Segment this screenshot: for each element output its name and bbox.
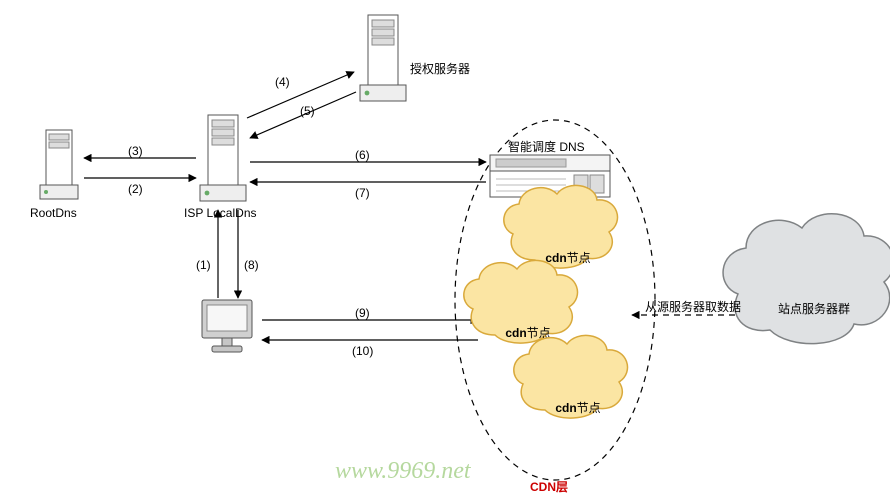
cdn-node-cloud-2: cdn节点 <box>464 260 578 343</box>
rootdns-server <box>40 130 78 199</box>
edge-label-e4: (4) <box>275 75 290 89</box>
svg-text:cdn节点: cdn节点 <box>555 401 600 415</box>
origin-server-cloud <box>723 214 890 344</box>
rootdns-label: RootDns <box>30 206 77 220</box>
client-computer <box>202 300 252 352</box>
isp-localdns-label: ISP LocalDns <box>184 206 257 220</box>
edge-label-efetch: 从源服务器取数据 <box>645 298 741 315</box>
edge-label-e8: (8) <box>244 258 259 272</box>
auth-server <box>360 15 406 101</box>
cdn-layer-label: CDN层 <box>530 478 568 495</box>
edge-label-e1: (1) <box>196 258 211 272</box>
cdn-node-cloud-3: cdn节点 <box>514 335 628 418</box>
cdn-node-cloud-1: cdn节点 <box>504 185 618 268</box>
svg-text:cdn节点: cdn节点 <box>545 251 590 265</box>
watermark-text: www.9969.net <box>335 458 471 485</box>
auth-server-label: 授权服务器 <box>410 60 470 77</box>
edge-label-e3: (3) <box>128 144 143 158</box>
edge-label-e9: (9) <box>355 306 370 320</box>
edge-label-e2: (2) <box>128 182 143 196</box>
isp-localdns-server <box>200 115 246 201</box>
smart-dns-label: 智能调度 DNS <box>508 138 585 155</box>
edge-label-e7: (7) <box>355 186 370 200</box>
edge-label-e10: (10) <box>352 344 373 358</box>
origin-cloud-label: 站点服务器群 <box>778 300 850 317</box>
edge-label-e6: (6) <box>355 148 370 162</box>
edge-label-e5: (5) <box>300 104 315 118</box>
